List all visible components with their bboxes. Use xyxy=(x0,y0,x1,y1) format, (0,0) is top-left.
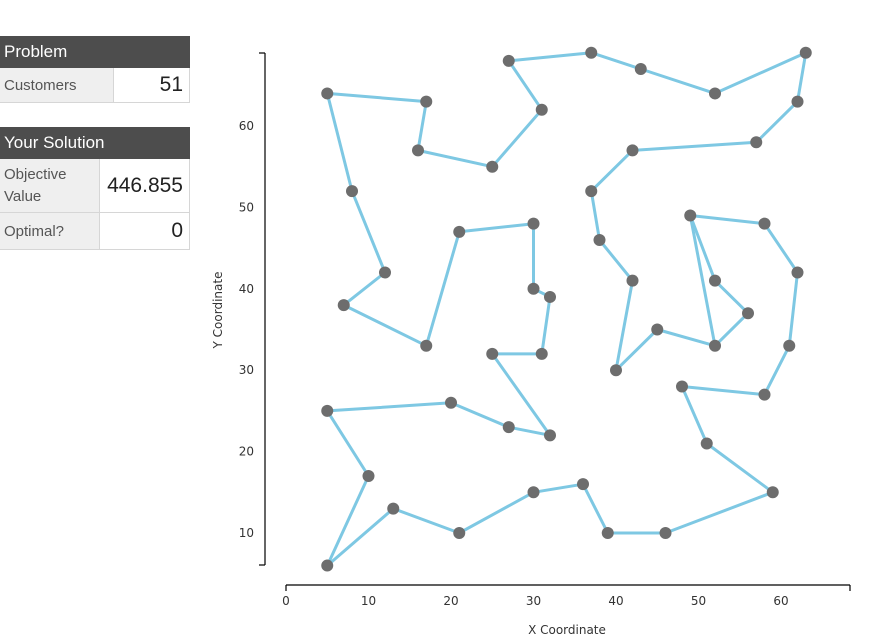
customer-point xyxy=(676,380,688,393)
y-axis-title: Y Coordinate xyxy=(211,272,225,350)
customer-point xyxy=(585,185,598,198)
solution-header: Your Solution xyxy=(0,127,190,159)
customer-point xyxy=(783,339,796,352)
x-axis-title: X Coordinate xyxy=(528,623,606,635)
customer-point xyxy=(387,502,400,515)
customer-point xyxy=(527,217,540,230)
customer-point xyxy=(684,209,697,222)
route-path xyxy=(325,51,808,568)
customer-point xyxy=(502,54,515,67)
y-tick-label: 60 xyxy=(239,119,254,133)
customers-label: Customers xyxy=(0,68,114,102)
y-tick-label: 50 xyxy=(239,200,254,214)
customer-point xyxy=(527,282,540,295)
customer-point xyxy=(337,299,350,312)
customer-point xyxy=(527,486,540,499)
customer-points xyxy=(321,46,812,572)
optimal-row: Optimal? 0 xyxy=(0,213,190,250)
customer-point xyxy=(445,396,457,409)
objective-label: Objective Value xyxy=(0,159,100,212)
problem-header: Problem xyxy=(0,36,190,68)
customer-point xyxy=(379,266,391,279)
chart-axes: 0 10 20 30 40 50 60 10 20 30 40 50 60 xyxy=(239,52,851,608)
route-path xyxy=(688,214,750,347)
customer-point xyxy=(544,290,556,303)
objective-row: Objective Value 446.855 xyxy=(0,159,190,213)
customer-point xyxy=(750,136,763,149)
customer-point xyxy=(634,63,647,76)
customer-point xyxy=(758,217,771,230)
customer-point xyxy=(544,429,556,442)
x-tick-label: 60 xyxy=(773,594,788,608)
route-chart: 0 10 20 30 40 50 60 10 20 30 40 50 60 X Coordinate Y… xyxy=(211,46,851,635)
y-tick-label: 30 xyxy=(239,363,254,377)
optimal-label: Optimal? xyxy=(0,213,100,249)
customer-point xyxy=(321,87,334,100)
customer-point xyxy=(766,486,779,499)
customer-point xyxy=(593,233,606,246)
customer-point xyxy=(486,347,499,360)
customers-row: Customers 51 xyxy=(0,68,190,103)
customer-point xyxy=(535,103,548,116)
customer-point xyxy=(799,46,812,59)
customer-point xyxy=(610,364,622,377)
customer-point xyxy=(535,347,548,360)
customer-point xyxy=(453,225,466,238)
route-lines xyxy=(325,51,808,568)
customer-point xyxy=(420,339,433,352)
y-tick-label: 10 xyxy=(239,526,254,540)
customer-point xyxy=(791,95,804,108)
x-tick-label: 40 xyxy=(608,594,623,608)
customer-point xyxy=(709,339,721,352)
customer-point xyxy=(700,437,713,450)
customer-point xyxy=(412,144,424,157)
solution-panel: Your Solution Objective Value 446.855 Op… xyxy=(0,127,190,250)
optimal-value: 0 xyxy=(100,213,190,249)
objective-value: 446.855 xyxy=(100,159,190,212)
customer-point xyxy=(758,388,771,401)
customer-point xyxy=(453,527,466,539)
customer-point xyxy=(791,266,804,279)
customer-point xyxy=(709,87,721,100)
customer-point xyxy=(420,95,433,108)
x-tick-label: 0 xyxy=(282,594,290,608)
customer-point xyxy=(577,478,589,491)
customer-point xyxy=(709,274,721,287)
problem-panel: Problem Customers 51 xyxy=(0,36,190,103)
customer-point xyxy=(585,46,598,59)
customer-point xyxy=(502,421,515,434)
x-tick-label: 50 xyxy=(691,594,706,608)
customer-point xyxy=(626,274,639,287)
x-tick-label: 20 xyxy=(443,594,458,608)
x-tick-label: 30 xyxy=(526,594,541,608)
customers-value: 51 xyxy=(114,68,190,102)
customer-point xyxy=(742,307,754,320)
customer-point xyxy=(651,323,664,336)
customer-point xyxy=(659,527,672,539)
customer-point xyxy=(486,160,499,173)
customer-point xyxy=(321,404,334,417)
y-tick-label: 40 xyxy=(239,282,254,296)
customer-point xyxy=(626,144,639,157)
y-tick-label: 20 xyxy=(239,445,254,459)
customer-point xyxy=(601,527,614,539)
customer-point xyxy=(346,185,358,198)
customer-point xyxy=(362,470,375,483)
x-tick-label: 10 xyxy=(361,594,376,608)
customer-point xyxy=(321,559,334,572)
